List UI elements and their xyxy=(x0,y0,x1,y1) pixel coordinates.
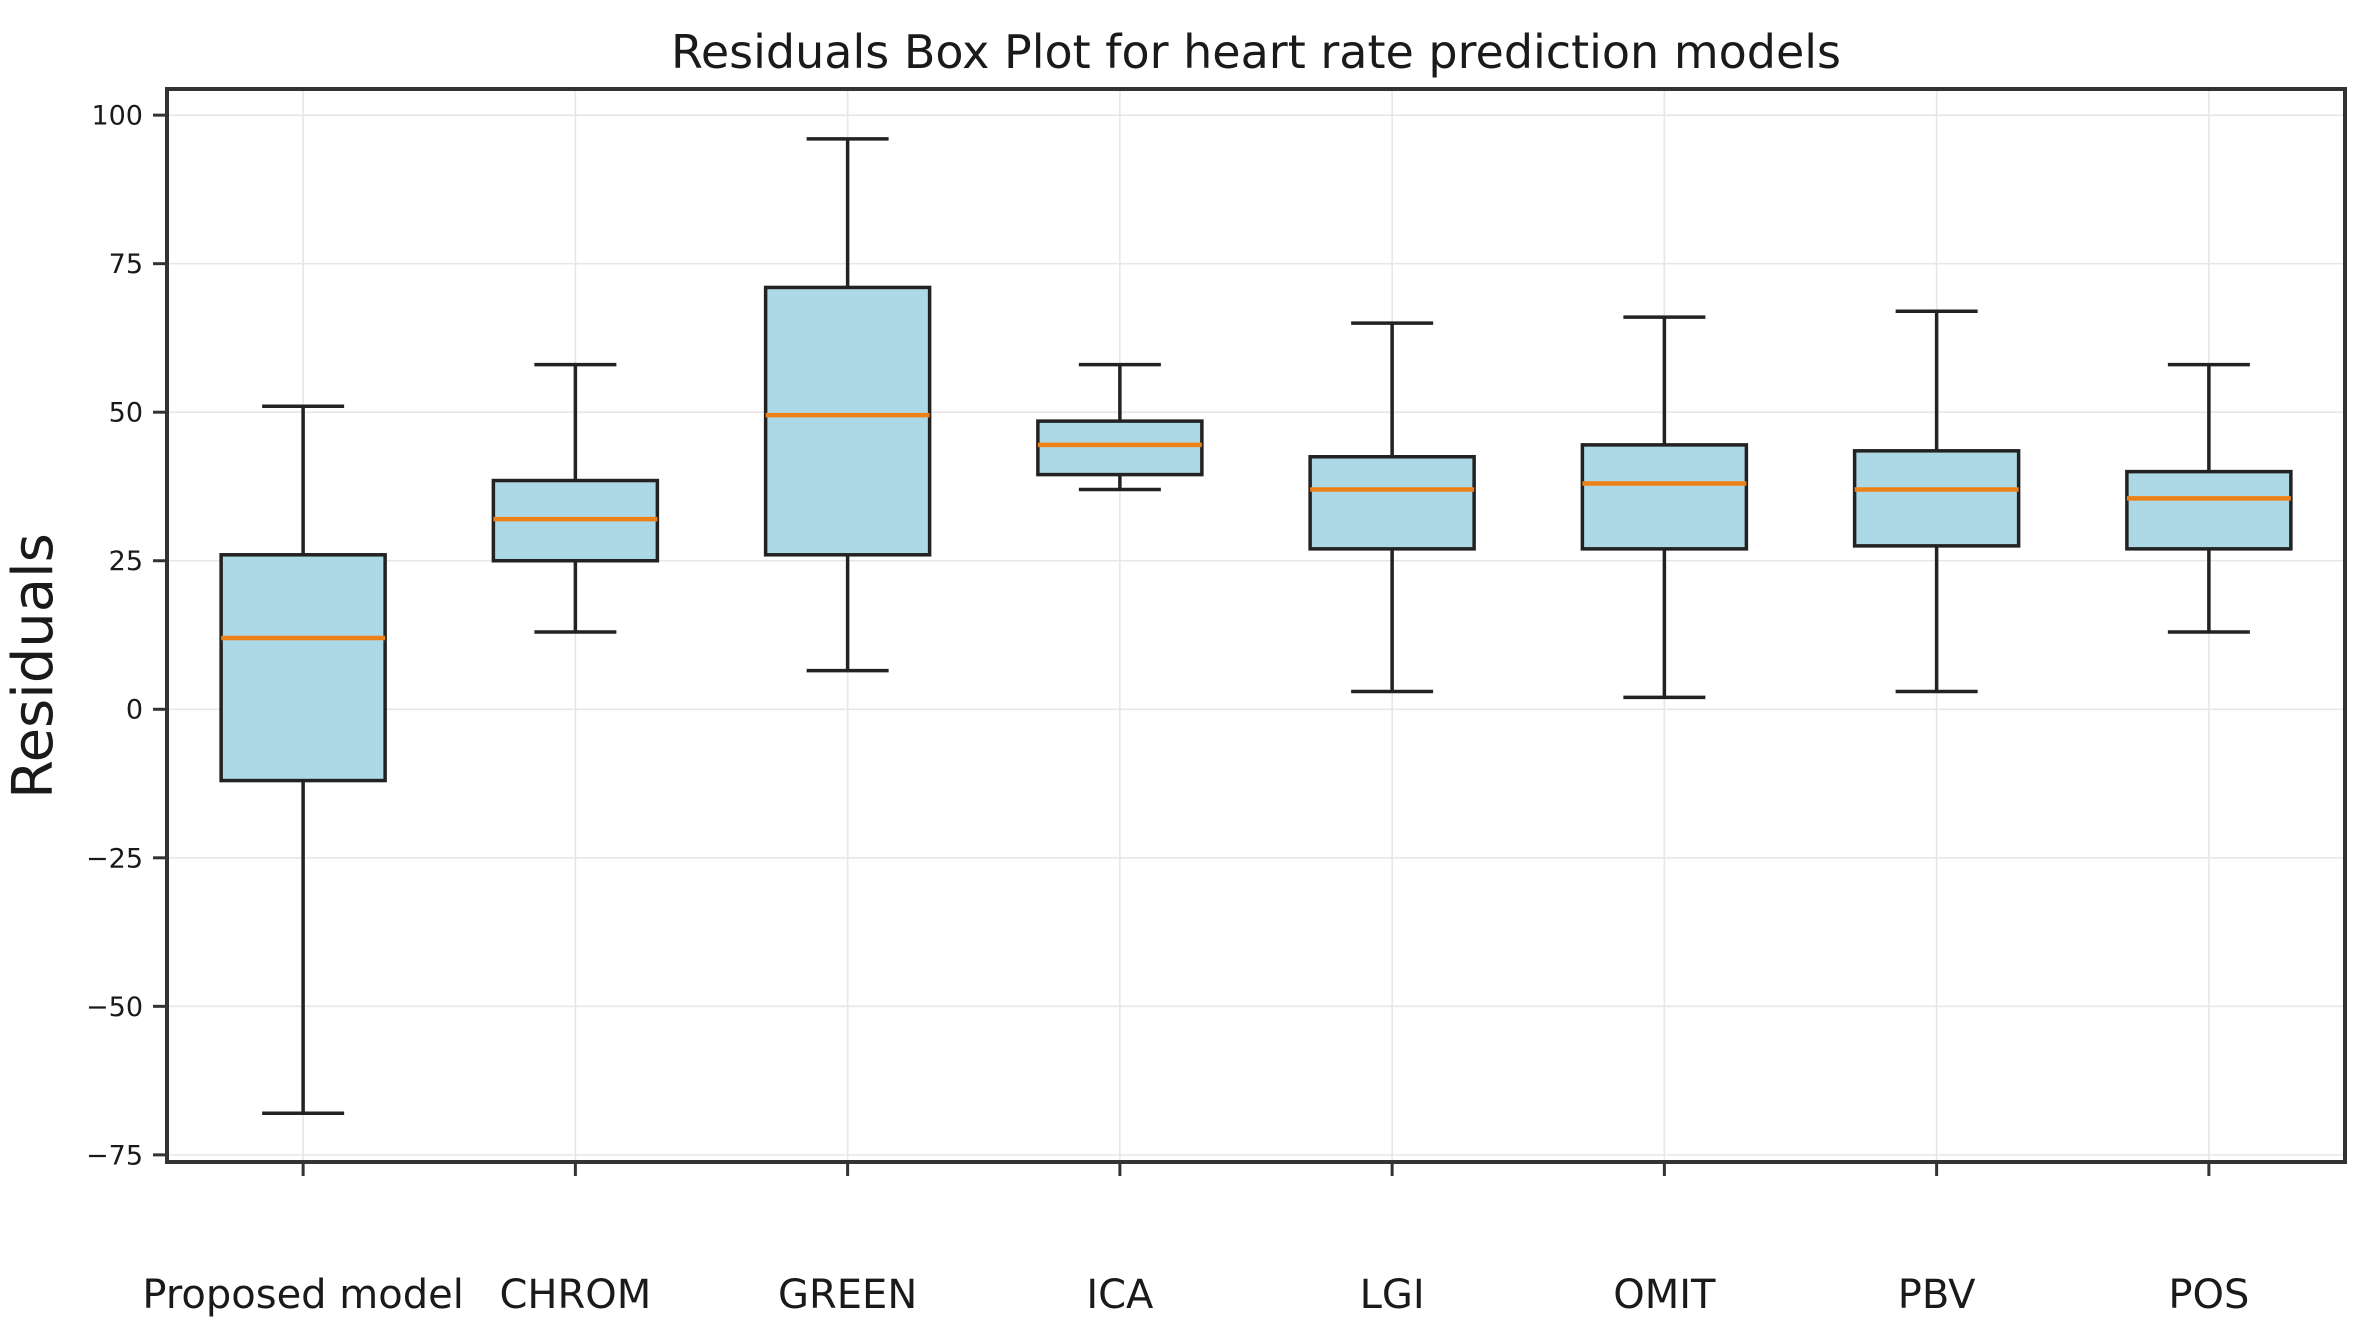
box-plot-proposed-model xyxy=(219,404,387,1116)
x-tick-label-lgi: LGI xyxy=(1360,1272,1425,1318)
y-axis-label: Residuals xyxy=(1,533,66,799)
box-plot-green xyxy=(763,137,932,673)
y-tick-label: 100 xyxy=(91,101,143,132)
box-plot-ica xyxy=(1036,362,1204,492)
iqr-box xyxy=(763,285,932,557)
x-tick-label-chrom: CHROM xyxy=(499,1272,651,1318)
x-tick-label-proposed-model: Proposed model xyxy=(142,1272,463,1318)
y-tick-label: 75 xyxy=(109,249,143,280)
x-tick-label-pbv: PBV xyxy=(1898,1272,1976,1318)
box-plot-pos xyxy=(2125,362,2293,634)
y-tick-label: 25 xyxy=(109,546,143,577)
iqr-box xyxy=(2125,469,2293,551)
box-series xyxy=(219,137,2293,1116)
y-tick-label: −50 xyxy=(86,992,143,1023)
x-tick-label-green: GREEN xyxy=(778,1272,917,1318)
box-plot-chrom xyxy=(491,362,660,634)
y-tick-label: 0 xyxy=(126,695,143,726)
grid-lines xyxy=(167,89,2345,1162)
x-tick-label-pos: POS xyxy=(2168,1272,2249,1318)
iqr-box xyxy=(1580,443,1749,551)
x-tick-label-omit: OMIT xyxy=(1613,1272,1716,1318)
iqr-box xyxy=(1036,419,1204,477)
iqr-box xyxy=(1308,455,1476,551)
iqr-box xyxy=(1852,449,2021,548)
y-tick-label: −25 xyxy=(86,843,143,874)
chart-title: Residuals Box Plot for heart rate predic… xyxy=(671,25,1841,79)
axes-frame xyxy=(165,87,2347,1164)
iqr-box xyxy=(219,553,387,783)
box-plot-omit xyxy=(1580,315,1749,700)
y-tick-label: −75 xyxy=(86,1140,143,1171)
box-plot-pbv xyxy=(1852,309,2021,694)
box-plot-lgi xyxy=(1308,321,1476,694)
axes: 100 75 50 25 0 −25 −50 −75 Proposed model CHROM GR… xyxy=(86,87,2347,1318)
y-tick-label: 50 xyxy=(109,398,143,429)
x-tick-label-ica: ICA xyxy=(1086,1272,1154,1318)
